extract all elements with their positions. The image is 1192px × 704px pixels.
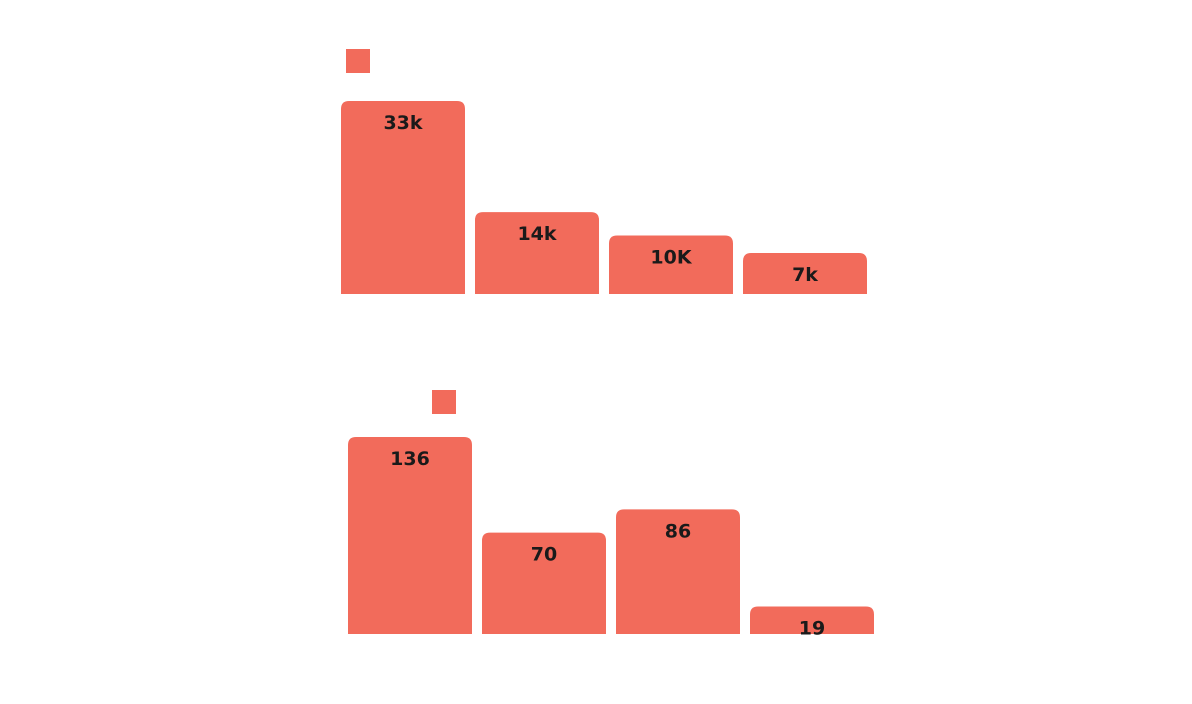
bar-value-label: 7k — [792, 264, 818, 286]
bar — [616, 509, 740, 634]
posts-bar-chart: 136 70 86 19 — [0, 340, 1192, 670]
bar — [341, 101, 465, 294]
followers-bar-chart: 33k 14k 10K 7k — [0, 0, 1192, 330]
bar-value-label: 70 — [531, 544, 557, 566]
bar — [743, 253, 867, 294]
chart-top-svg: 33k 14k 10K 7k — [341, 49, 867, 294]
legend-swatch — [346, 49, 370, 73]
bar-value-label: 14k — [517, 223, 556, 245]
chart-bottom-svg: 136 70 86 19 — [348, 390, 874, 639]
bar — [348, 437, 472, 634]
bar — [609, 235, 733, 294]
bar-value-label: 86 — [665, 520, 691, 542]
bar-value-label: 136 — [390, 448, 430, 470]
bar-value-label: 10K — [650, 247, 692, 269]
bar-value-label: 19 — [799, 617, 825, 639]
bar — [475, 212, 599, 294]
bar — [482, 532, 606, 634]
bar-value-label: 33k — [383, 112, 422, 134]
bar — [750, 606, 874, 634]
legend-swatch — [432, 390, 456, 414]
